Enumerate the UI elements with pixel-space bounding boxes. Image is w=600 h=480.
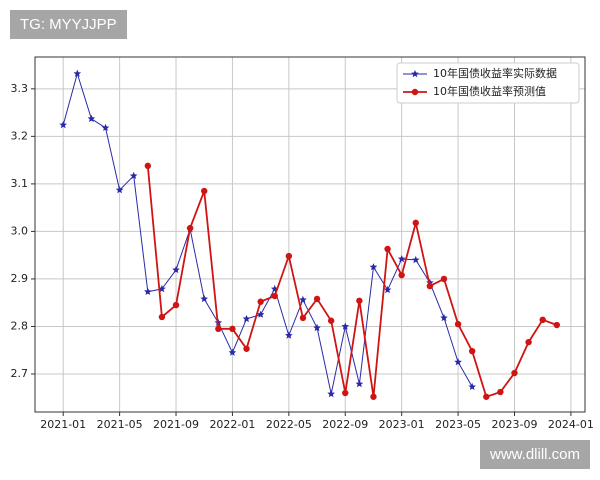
marker xyxy=(313,323,321,332)
marker xyxy=(327,317,335,324)
marker xyxy=(172,301,180,309)
legend-box xyxy=(396,62,580,104)
marker xyxy=(115,186,124,194)
watermark: TG: MYYJJPP xyxy=(10,10,127,39)
marker xyxy=(158,284,166,293)
marker xyxy=(186,224,194,232)
marker xyxy=(101,123,110,131)
marker xyxy=(426,282,434,290)
marker xyxy=(285,252,293,260)
marker xyxy=(215,325,222,333)
plot-frame xyxy=(34,56,586,413)
marker xyxy=(454,358,462,366)
marker xyxy=(397,255,406,263)
x-tick-label: 2023-05 xyxy=(435,418,481,431)
marker xyxy=(468,382,476,390)
marker xyxy=(327,389,335,398)
marker xyxy=(440,275,448,283)
marker xyxy=(511,369,518,377)
y-tick-label: 3.1 xyxy=(11,177,29,190)
y-tick-label: 3.3 xyxy=(11,82,29,95)
marker xyxy=(242,314,251,323)
marker xyxy=(129,171,138,179)
x-tick-label: 2022-05 xyxy=(266,418,312,431)
marker xyxy=(369,263,378,271)
marker xyxy=(468,347,476,355)
marker xyxy=(483,393,490,400)
marker xyxy=(355,380,364,388)
x-tick-label: 2021-01 xyxy=(40,418,86,431)
marker xyxy=(384,245,391,253)
legend-label: 10年国债收益率预测值 xyxy=(433,84,546,98)
marker xyxy=(200,294,208,303)
marker xyxy=(525,338,532,346)
marker xyxy=(313,295,321,303)
y-tick-label: 3.0 xyxy=(11,224,29,237)
y-tick-label: 2.8 xyxy=(11,319,29,332)
legend-label: 10年国债收益率实际数据 xyxy=(433,66,557,80)
x-tick-label: 2022-01 xyxy=(209,418,255,431)
x-tick-label: 2024-01 xyxy=(548,418,594,431)
legend-marker xyxy=(411,88,419,96)
marker xyxy=(228,348,237,356)
x-tick-label: 2021-05 xyxy=(97,418,143,431)
marker xyxy=(243,345,250,352)
x-tick-label: 2022-09 xyxy=(322,418,368,431)
marker xyxy=(341,322,350,330)
series-line xyxy=(146,165,558,398)
y-tick-label: 2.9 xyxy=(11,272,29,285)
marker xyxy=(229,325,236,333)
watermark: www.dlill.com xyxy=(479,440,590,469)
y-tick-label: 2.7 xyxy=(11,367,29,380)
marker xyxy=(299,295,307,304)
marker xyxy=(539,316,546,324)
x-tick-label: 2021-09 xyxy=(153,418,199,431)
marker xyxy=(285,331,293,339)
series-line xyxy=(62,71,473,395)
marker xyxy=(158,313,166,321)
marker xyxy=(383,285,392,294)
marker xyxy=(454,320,462,328)
marker xyxy=(370,393,377,400)
marker xyxy=(497,388,504,396)
marker xyxy=(201,187,208,195)
marker xyxy=(398,271,405,279)
x-tick-label: 2023-01 xyxy=(379,418,425,431)
marker xyxy=(342,389,349,397)
marker xyxy=(256,310,265,318)
marker xyxy=(412,255,420,264)
marker xyxy=(440,313,448,322)
marker xyxy=(299,314,307,322)
marker xyxy=(87,114,96,122)
marker xyxy=(172,265,180,274)
marker xyxy=(144,162,152,170)
marker xyxy=(257,298,264,305)
marker xyxy=(412,219,419,227)
marker xyxy=(271,292,278,300)
legend-marker xyxy=(411,70,419,78)
marker xyxy=(59,121,67,129)
y-tick-label: 3.2 xyxy=(11,129,29,142)
marker xyxy=(73,69,82,77)
marker xyxy=(144,287,152,295)
marker xyxy=(356,297,363,304)
x-tick-label: 2023-09 xyxy=(492,418,538,431)
marker xyxy=(553,321,560,329)
